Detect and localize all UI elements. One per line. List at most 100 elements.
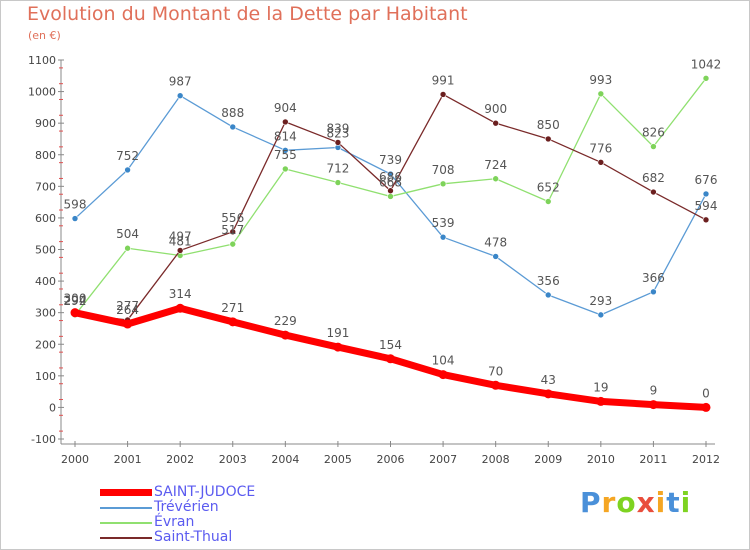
data-point [702, 216, 710, 224]
data-label: 271 [221, 301, 244, 315]
data-label: 993 [589, 73, 612, 87]
x-tick-label: 2012 [692, 453, 720, 466]
data-label: 850 [537, 118, 560, 132]
data-point [229, 240, 237, 248]
y-tick-label: 800 [35, 149, 56, 162]
data-point [282, 147, 289, 154]
data-point [229, 228, 237, 236]
data-label: 598 [64, 198, 87, 212]
y-tick-label: 1100 [28, 54, 56, 67]
logo-letter: o [616, 486, 637, 519]
data-label: 712 [326, 162, 349, 176]
data-label: 294 [64, 294, 87, 308]
y-tick-label: -100 [31, 433, 56, 446]
y-tick-label: 400 [35, 275, 56, 288]
data-point [701, 402, 711, 412]
x-tick-label: 2001 [114, 453, 142, 466]
data-point [597, 159, 605, 166]
data-point [650, 188, 657, 196]
data-point [650, 288, 657, 296]
proxiti-logo: Proxiti [580, 486, 691, 519]
x-tick-label: 2010 [587, 453, 615, 466]
data-label: 814 [274, 129, 297, 143]
data-label: 229 [274, 314, 297, 328]
data-point [280, 330, 290, 340]
data-label: 652 [537, 180, 560, 194]
y-tick-label: 200 [35, 338, 56, 351]
data-point [702, 75, 710, 82]
data-label: 264 [116, 303, 139, 317]
legend-label: Évran [154, 514, 195, 530]
data-point [334, 139, 342, 146]
data-point [124, 244, 131, 252]
data-label: 900 [484, 102, 507, 116]
data-label: 888 [221, 106, 244, 120]
data-point [387, 170, 394, 178]
x-tick-label: 2011 [639, 453, 667, 466]
data-label: 300 [64, 292, 87, 306]
data-label: 739 [379, 153, 402, 167]
legend-swatch [100, 522, 152, 524]
data-label: 752 [116, 149, 139, 163]
data-label: 556 [221, 211, 244, 225]
data-point [124, 166, 131, 174]
data-point [597, 90, 605, 98]
data-point [544, 198, 552, 205]
data-label: 478 [484, 235, 507, 249]
y-tick-label: 100 [35, 370, 56, 383]
data-label: 0 [702, 386, 710, 400]
data-label: 839 [326, 121, 349, 135]
x-tick-label: 2000 [61, 453, 89, 466]
data-point [123, 319, 133, 329]
data-point [492, 253, 499, 260]
y-tick-label: 500 [35, 244, 56, 257]
legend-label: Saint-Thual [154, 529, 233, 545]
chart-title: Evolution du Montant de la Dette par Hab… [27, 3, 468, 25]
data-label: 668 [379, 175, 402, 189]
data-label: 366 [642, 271, 665, 285]
data-label: 594 [695, 199, 718, 213]
logo-letter: i [655, 486, 667, 519]
legend-label: SAINT-JUDOCE [154, 484, 256, 500]
data-label: 43 [541, 373, 556, 387]
data-point [387, 193, 394, 200]
y-tick-label: 900 [35, 117, 56, 130]
logo-letter: i [680, 486, 692, 519]
y-tick-label: 0 [49, 401, 56, 414]
data-label: 70 [488, 364, 503, 378]
data-label: 686 [379, 170, 402, 184]
data-label: 277 [116, 299, 139, 313]
logo-letter: t [666, 486, 681, 519]
data-label: 497 [169, 229, 192, 243]
data-label: 19 [593, 380, 608, 394]
data-label: 904 [274, 101, 297, 115]
x-tick-label: 2006 [377, 453, 405, 466]
data-label: 776 [589, 141, 612, 155]
data-label: 724 [484, 158, 507, 172]
x-tick-label: 2008 [482, 453, 510, 466]
data-label: 676 [695, 173, 718, 187]
data-point [544, 135, 552, 143]
data-label: 708 [432, 163, 455, 177]
data-label: 987 [169, 75, 192, 89]
logo-letter: x [636, 486, 656, 519]
data-point [544, 291, 552, 299]
data-point [648, 400, 658, 410]
data-point [282, 118, 289, 126]
data-point [438, 370, 448, 380]
data-point [333, 342, 343, 352]
data-point [228, 317, 238, 327]
y-tick-label: 600 [35, 212, 56, 225]
data-label: 755 [274, 148, 297, 162]
data-label: 991 [432, 73, 455, 87]
data-label: 481 [169, 235, 192, 249]
data-point [386, 354, 395, 364]
data-label: 356 [537, 274, 560, 288]
x-tick-label: 2009 [534, 453, 562, 466]
data-point [439, 91, 447, 98]
data-point [543, 389, 553, 399]
data-point [70, 308, 80, 318]
data-label: 154 [379, 338, 402, 352]
data-point [71, 215, 79, 222]
data-label: 517 [221, 223, 244, 237]
